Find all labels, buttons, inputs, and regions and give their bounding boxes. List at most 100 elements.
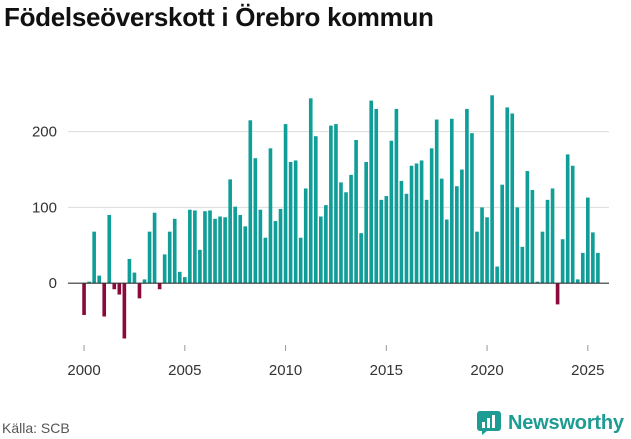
bar-94 bbox=[555, 283, 560, 305]
bar-51 bbox=[339, 182, 343, 284]
bar-44 bbox=[303, 188, 308, 284]
bar-30 bbox=[233, 206, 237, 284]
bar-2 bbox=[92, 231, 96, 284]
bar-74 bbox=[455, 186, 459, 284]
bar-17 bbox=[167, 231, 172, 284]
bar-23 bbox=[198, 249, 202, 284]
bar-22 bbox=[193, 210, 197, 284]
bar-59 bbox=[379, 199, 384, 284]
bar-0 bbox=[82, 283, 86, 315]
bar-53 bbox=[349, 174, 353, 284]
bar-100 bbox=[586, 197, 590, 284]
bar-28 bbox=[223, 217, 227, 284]
bar-98 bbox=[575, 279, 580, 284]
bar-57 bbox=[369, 100, 374, 284]
bar-56 bbox=[364, 161, 368, 284]
source-note: Källa: SCB bbox=[2, 420, 70, 436]
chart-title: Födelseöverskott i Örebro kommun bbox=[4, 2, 434, 32]
bar-79 bbox=[480, 207, 484, 284]
bar-19 bbox=[177, 271, 182, 284]
bar-90 bbox=[535, 281, 540, 284]
bar-88 bbox=[525, 171, 530, 284]
bar-24 bbox=[203, 211, 207, 284]
bar-42 bbox=[293, 160, 298, 284]
bar-8 bbox=[122, 283, 127, 339]
bar-92 bbox=[545, 199, 550, 284]
bar-1 bbox=[87, 281, 91, 284]
bar-72 bbox=[444, 219, 449, 284]
bar-16 bbox=[162, 254, 167, 284]
bar-71 bbox=[439, 178, 444, 284]
bar-38 bbox=[273, 221, 278, 284]
bar-86 bbox=[515, 207, 520, 284]
bar-81 bbox=[490, 95, 494, 284]
bar-21 bbox=[188, 209, 192, 284]
bar-76 bbox=[465, 108, 469, 284]
bar-43 bbox=[298, 237, 303, 284]
bar-52 bbox=[344, 192, 348, 284]
bar-34 bbox=[253, 158, 258, 284]
bar-11 bbox=[137, 283, 142, 299]
bar-62 bbox=[394, 108, 399, 284]
newsworthy-logo-icon bbox=[477, 411, 501, 435]
bar-40 bbox=[283, 124, 288, 284]
newsworthy-wordmark: Newsworthy bbox=[508, 411, 624, 434]
bar-70 bbox=[434, 119, 439, 284]
x-tick-label-2020: 2020 bbox=[470, 362, 503, 379]
bar-41 bbox=[288, 161, 293, 284]
bar-91 bbox=[540, 231, 545, 284]
bar-48 bbox=[324, 205, 328, 284]
bar-96 bbox=[565, 154, 570, 284]
bar-69 bbox=[429, 148, 434, 284]
bar-60 bbox=[384, 196, 389, 284]
bar-89 bbox=[530, 190, 535, 284]
bar-13 bbox=[147, 231, 152, 284]
y-tick-label-200: 200 bbox=[32, 124, 57, 141]
bar-63 bbox=[399, 180, 404, 284]
bar-12 bbox=[142, 279, 147, 284]
bar-84 bbox=[505, 107, 510, 284]
bar-37 bbox=[268, 148, 273, 284]
bar-97 bbox=[570, 165, 575, 284]
bar-68 bbox=[424, 199, 429, 284]
bar-chart: 0 100 200 2000 2005 2010 2015 2020 2025 bbox=[32, 95, 609, 379]
y-tick-label-100: 100 bbox=[32, 199, 57, 216]
bar-83 bbox=[500, 184, 504, 284]
bar-20 bbox=[183, 277, 187, 284]
bar-33 bbox=[248, 120, 253, 284]
x-axis-labels: 2000 2005 2010 2015 2020 2025 bbox=[67, 345, 605, 379]
bar-67 bbox=[419, 160, 424, 284]
bar-18 bbox=[172, 218, 177, 284]
bar-64 bbox=[404, 193, 409, 284]
x-tick-label-2015: 2015 bbox=[370, 362, 403, 379]
bar-101 bbox=[591, 232, 595, 284]
bar-5 bbox=[107, 215, 112, 284]
bar-29 bbox=[228, 179, 232, 284]
bar-66 bbox=[414, 163, 419, 284]
x-tick-label-2000: 2000 bbox=[67, 362, 100, 379]
bar-series bbox=[82, 95, 600, 339]
bar-78 bbox=[475, 231, 479, 284]
bar-39 bbox=[278, 208, 283, 284]
bar-3 bbox=[97, 275, 101, 284]
bar-73 bbox=[449, 118, 454, 284]
x-tick-label-2005: 2005 bbox=[168, 362, 201, 379]
newsworthy-brand[interactable]: Newsworthy bbox=[476, 408, 624, 438]
bar-47 bbox=[319, 216, 323, 284]
y-tick-label-0: 0 bbox=[49, 275, 57, 292]
bar-55 bbox=[359, 233, 363, 284]
bar-36 bbox=[263, 237, 268, 284]
bar-7 bbox=[117, 283, 122, 295]
bar-46 bbox=[313, 136, 318, 284]
bar-35 bbox=[258, 209, 263, 284]
bar-26 bbox=[213, 218, 217, 284]
bar-82 bbox=[495, 266, 499, 284]
bar-31 bbox=[238, 215, 243, 284]
bar-99 bbox=[580, 252, 585, 284]
bar-93 bbox=[550, 188, 555, 284]
bar-61 bbox=[389, 140, 394, 284]
bar-45 bbox=[308, 98, 313, 284]
bar-54 bbox=[354, 140, 358, 284]
bar-10 bbox=[132, 272, 137, 284]
bar-85 bbox=[510, 113, 515, 284]
